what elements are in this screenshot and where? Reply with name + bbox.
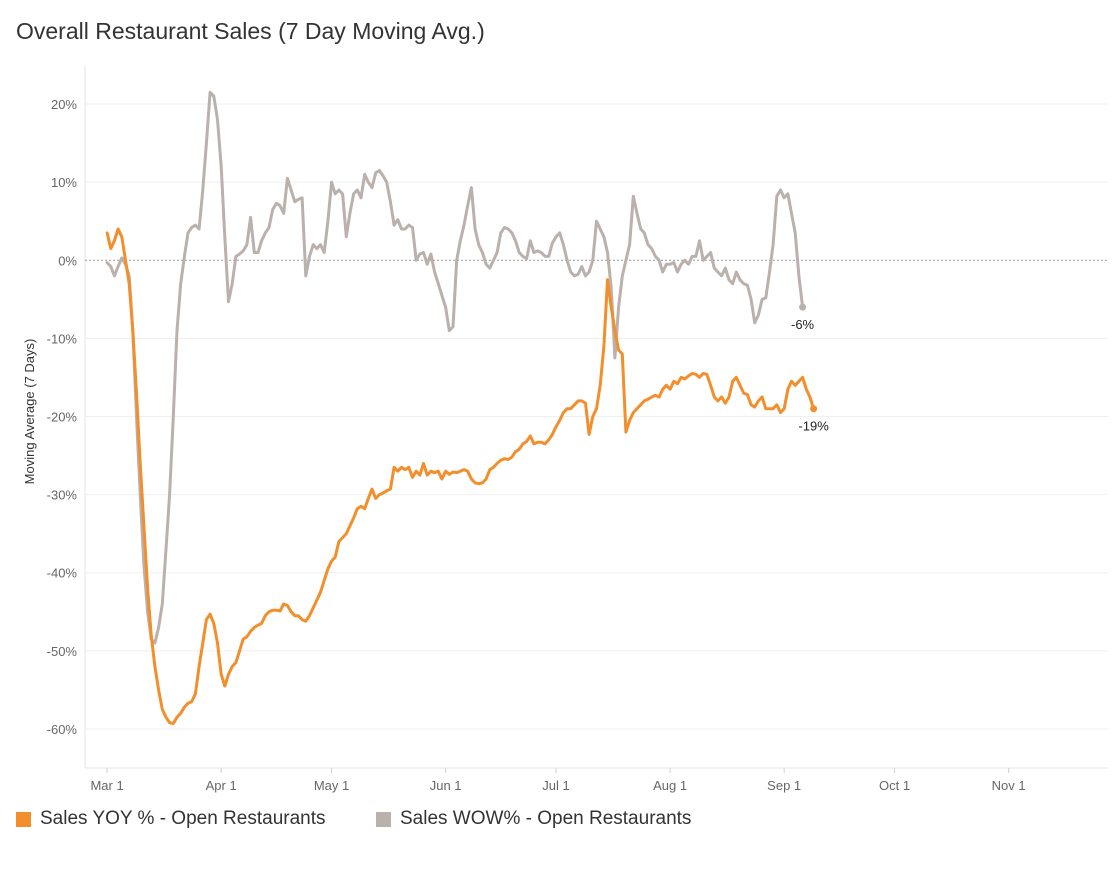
x-tick-label: Sep 1 bbox=[767, 778, 801, 793]
y-tick-label: 20% bbox=[51, 97, 77, 112]
x-tick-label: Nov 1 bbox=[992, 778, 1026, 793]
y-tick-label: 0% bbox=[58, 253, 77, 268]
series-line-0 bbox=[105, 227, 816, 725]
y-tick-label: -60% bbox=[47, 722, 78, 737]
legend-item-wow[interactable]: Sales WOW% - Open Restaurants bbox=[376, 808, 691, 830]
legend-item-yoy[interactable]: Sales YOY % - Open Restaurants bbox=[16, 808, 326, 830]
series-line-1 bbox=[105, 90, 805, 645]
series-end-label-1: -6% bbox=[791, 317, 815, 332]
series-end-point-0 bbox=[810, 405, 818, 413]
line-chart: 20% 10% 0% -10% -20% -30% -40% -50% -60% Mar 1 Apr… bbox=[22, 65, 1108, 793]
y-tick-label: -40% bbox=[47, 566, 78, 581]
x-tick-label: Jul 1 bbox=[542, 778, 569, 793]
y-axis-label: Moving Average (7 Days) bbox=[22, 339, 37, 485]
legend-label-yoy: Sales YOY % - Open Restaurants bbox=[40, 808, 326, 829]
x-tick-label: May 1 bbox=[314, 778, 349, 793]
x-tick-label: Jun 1 bbox=[430, 778, 462, 793]
legend-label-wow: Sales WOW% - Open Restaurants bbox=[400, 808, 692, 829]
y-tick-label: -50% bbox=[47, 644, 78, 659]
x-tick-label: Oct 1 bbox=[879, 778, 910, 793]
y-tick-label: -30% bbox=[47, 488, 78, 503]
y-tick-label: -10% bbox=[47, 331, 78, 346]
x-tick-label: Apr 1 bbox=[206, 778, 237, 793]
y-tick-label: -20% bbox=[47, 410, 78, 425]
series-end-point-1 bbox=[799, 303, 807, 311]
legend-swatch-yoy bbox=[16, 811, 31, 827]
x-tick-label: Mar 1 bbox=[90, 778, 123, 793]
legend-swatch-wow bbox=[376, 811, 391, 827]
chart-title: Overall Restaurant Sales (7 Day Moving A… bbox=[16, 18, 485, 44]
y-tick-label: 10% bbox=[51, 175, 77, 190]
series-end-label-0: -19% bbox=[798, 419, 829, 434]
x-tick-label: Aug 1 bbox=[653, 778, 687, 793]
